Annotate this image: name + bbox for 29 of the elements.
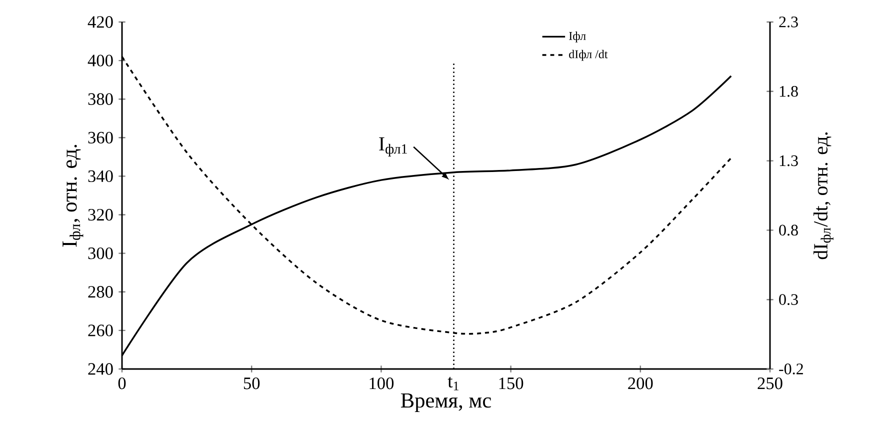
y2-tick-label: 0.8 (779, 224, 798, 236)
y-tick-label: 400 (88, 54, 113, 66)
y-tick-label: 280 (88, 286, 113, 298)
y2-tick-label: 1.3 (780, 155, 798, 166)
x-tick-label: 100 (370, 378, 394, 390)
y2-tick-label: -0.2 (779, 364, 803, 374)
ref-line-label: t$_{1}$ (448, 376, 459, 390)
x-tick-label: 250 (758, 378, 782, 390)
x-tick-label: 150 (499, 378, 524, 390)
y-tick-label: 320 (88, 208, 113, 221)
y-axis-title: I$_{фл}$, отн. ед. (62, 144, 84, 247)
y2-tick-label: 1.8 (780, 86, 798, 97)
y2-tick-label: 2.3 (779, 16, 798, 28)
y2-tick-label: 0.3 (779, 294, 798, 306)
y-tick-label: 260 (88, 324, 113, 336)
y-tick-label: 360 (88, 132, 113, 144)
x-axis-title: Время, мс (400, 393, 492, 412)
y-tick-label: 300 (88, 247, 113, 260)
x-tick-label: 50 (244, 378, 260, 390)
legend-label: dIфл /dt (569, 50, 608, 61)
y-tick-label: 240 (88, 363, 113, 375)
x-tick-label: 0 (118, 378, 126, 390)
y-tick-label: 380 (88, 93, 113, 105)
y-tick-label: 420 (88, 16, 113, 28)
y2-axis-title: dI$_{фл}$/dt, отн. ед. (813, 132, 834, 260)
annotation: I$_{фл1}$ (379, 137, 407, 156)
x-tick-label: 200 (628, 378, 653, 390)
legend-label: Iфл (569, 32, 586, 42)
y-tick-label: 340 (88, 170, 113, 182)
